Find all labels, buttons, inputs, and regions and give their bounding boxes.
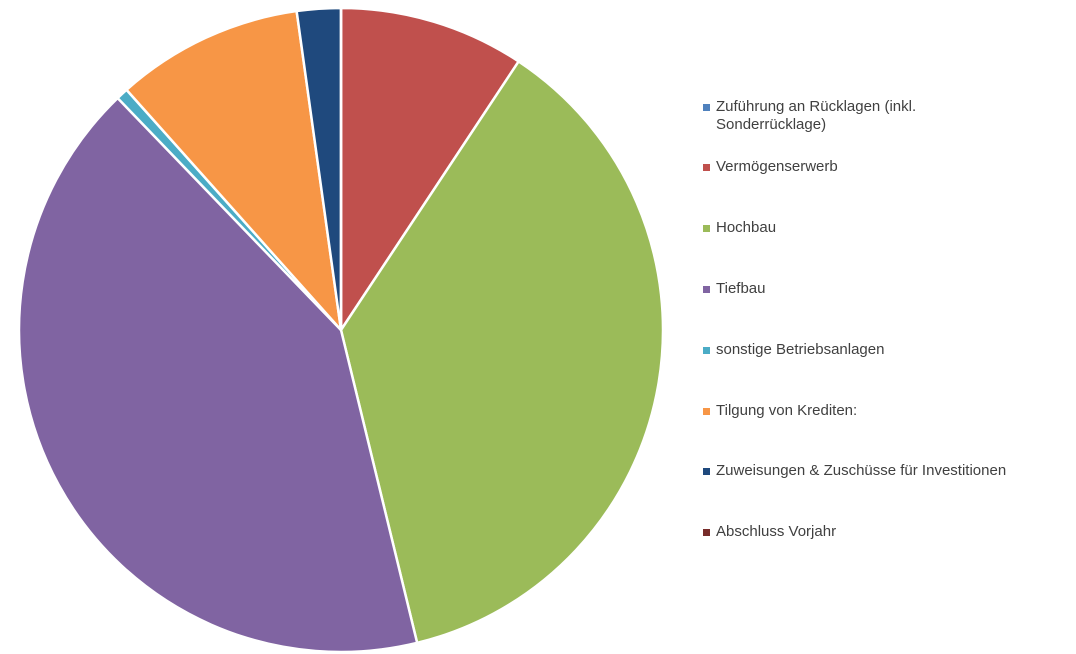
legend-item: sonstige Betriebsanlagen — [703, 341, 884, 359]
legend-item: Zuweisungen & Zuschüsse für Investitione… — [703, 462, 1006, 480]
legend-swatch — [703, 468, 710, 475]
pie-slice — [17, 96, 419, 654]
legend-item: Hochbau — [703, 219, 776, 237]
legend-label: Zuführung an Rücklagen (inkl. Sonderrück… — [716, 98, 917, 133]
legend-swatch — [703, 225, 710, 232]
legend-label: Abschluss Vorjahr — [716, 523, 837, 540]
pie-slice — [339, 60, 665, 645]
legend-item: Tiefbau — [703, 280, 765, 298]
legend-label: Tiefbau — [716, 280, 766, 297]
legend-swatch — [703, 104, 710, 111]
pie-slice — [339, 6, 520, 332]
legend-swatch — [703, 529, 710, 536]
legend-swatch — [703, 286, 710, 293]
pie-slice — [125, 9, 343, 332]
legend-label: sonstige Betriebsanlagen — [716, 341, 885, 358]
legend-label: Vermögenserwerb — [716, 158, 838, 175]
legend-label: Zuweisungen & Zuschüsse für Investitione… — [716, 462, 1007, 479]
legend-swatch — [703, 164, 710, 171]
legend-swatch — [703, 347, 710, 354]
legend-label: Hochbau — [716, 219, 777, 236]
legend-swatch — [703, 408, 710, 415]
legend-item: Zuführung an Rücklagen (inkl. Sonderrück… — [703, 98, 953, 134]
legend-item: Vermögenserwerb — [703, 158, 838, 176]
legend-label: Tilgung von Krediten: — [716, 402, 858, 419]
legend-item: Abschluss Vorjahr — [703, 523, 836, 541]
legend-item: Tilgung von Krediten: — [703, 402, 857, 420]
